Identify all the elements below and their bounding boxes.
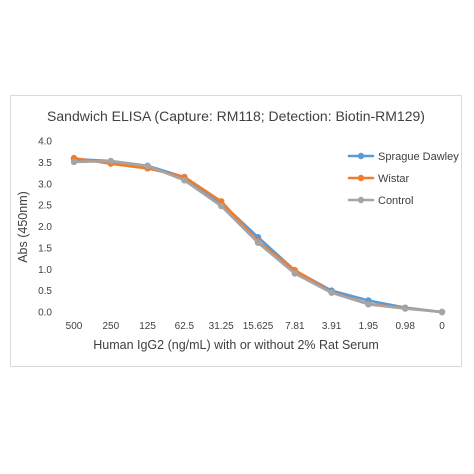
legend-marker: [357, 174, 365, 182]
chart-title: Sandwich ELISA (Capture: RM118; Detectio…: [47, 108, 425, 124]
x-tick-label: 1.95: [359, 321, 379, 332]
data-point: [402, 305, 409, 312]
legend-entry: Sprague Dawley: [378, 151, 459, 163]
legend-entry: Wistar: [378, 173, 410, 185]
data-point: [181, 177, 188, 184]
y-tick-label: 3.5: [38, 158, 52, 169]
legend-entry: Control: [378, 195, 413, 207]
x-tick-label: 7.81: [285, 321, 305, 332]
x-tick-label: 31.25: [209, 321, 234, 332]
plot-lines: [70, 154, 446, 316]
y-tick-label: 1.5: [38, 243, 52, 254]
x-tick-label: 125: [139, 321, 156, 332]
y-tick-label: 2.0: [38, 222, 52, 233]
x-tick-label: 500: [66, 321, 83, 332]
x-axis-ticks: 500 250 125 62.5 31.25 15.625 7.81 3.91 1.95 0.98…: [66, 321, 446, 332]
y-tick-label: 1.0: [38, 265, 52, 276]
y-tick-label: 0.5: [38, 286, 52, 297]
data-point: [218, 202, 225, 210]
data-point: [144, 162, 151, 169]
x-axis-label: Human IgG2 (ng/mL) with or without 2% Ra…: [93, 338, 379, 352]
data-point: [438, 308, 446, 316]
x-tick-label: 62.5: [175, 321, 195, 332]
data-point: [254, 239, 262, 246]
data-point: [70, 158, 78, 166]
data-point: [328, 289, 335, 296]
y-tick-label: 0.0: [38, 308, 52, 319]
x-tick-label: 3.91: [322, 321, 342, 332]
x-tick-label: 0.98: [395, 321, 415, 332]
legend-marker: [357, 196, 365, 204]
legend: Sprague Dawley Wistar Control: [347, 151, 459, 207]
x-tick-label: 0: [439, 321, 445, 332]
y-axis-ticks: 0.0 0.5 1.0 1.5 2.0 2.5 3.0 3.5 4.0: [38, 137, 52, 319]
legend-marker: [357, 152, 365, 160]
data-point: [291, 270, 298, 277]
data-point: [218, 198, 225, 205]
x-tick-label: 250: [102, 321, 119, 332]
data-point: [107, 157, 115, 165]
y-tick-label: 2.5: [38, 201, 52, 212]
chart-frame: [10, 95, 462, 367]
y-axis-label: Abs (450nm): [16, 191, 30, 263]
data-point: [365, 301, 372, 308]
x-tick-label: 15.625: [243, 321, 274, 332]
y-tick-label: 3.0: [38, 179, 52, 190]
y-tick-label: 4.0: [38, 137, 52, 148]
